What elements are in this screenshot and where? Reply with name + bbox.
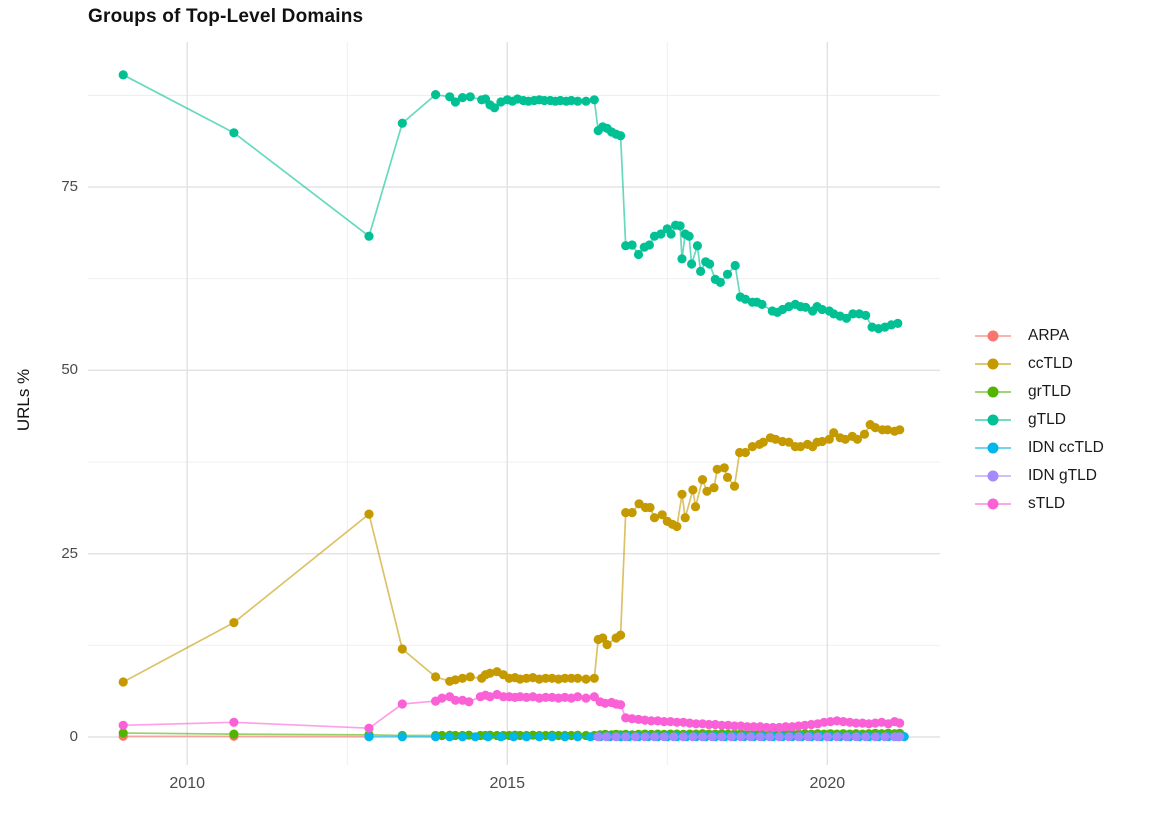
y-tick-label-0: 0 <box>69 727 78 745</box>
x-tick-label-2015: 2015 <box>489 775 526 792</box>
legend-item-cctld: ccTLD <box>975 350 1104 378</box>
series-gtld <box>118 70 903 334</box>
legend-key-icon-idn-cctld <box>975 442 1011 454</box>
legend-key-icon-gtld <box>975 414 1011 426</box>
legend-label-idn-cctld: IDN ccTLD <box>1028 439 1104 456</box>
series-points-gtld <box>118 70 903 334</box>
legend-key-icon-arpa <box>975 330 1011 342</box>
legend-key-icon-idn-gtld <box>975 470 1011 482</box>
series-cctld <box>118 420 905 687</box>
legend-label-gtld: gTLD <box>1028 411 1066 428</box>
series-stld <box>118 689 905 733</box>
legend-label-cctld: ccTLD <box>1028 355 1073 372</box>
series-points-idn-gtld <box>593 732 905 742</box>
legend-item-gtld: gTLD <box>975 406 1104 434</box>
gridlines-major <box>88 42 940 765</box>
legend-item-idn-cctld: IDN ccTLD <box>975 434 1104 462</box>
series-points-cctld <box>118 420 905 687</box>
legend-item-idn-gtld: IDN gTLD <box>975 462 1104 490</box>
x-tick-label-2020: 2020 <box>809 775 846 792</box>
legend-key-icon-stld <box>975 498 1011 510</box>
series-points-stld <box>118 689 905 733</box>
y-tick-label-75: 75 <box>61 178 78 196</box>
legend-key-icon-grtld <box>975 386 1011 398</box>
legend-label-grtld: grTLD <box>1028 383 1072 400</box>
legend-item-grtld: grTLD <box>975 378 1104 406</box>
legend-item-arpa: ARPA <box>975 322 1104 350</box>
legend-label-idn-gtld: IDN gTLD <box>1028 467 1097 484</box>
gridlines-minor <box>88 42 940 765</box>
series-idn-gtld <box>593 732 905 742</box>
legend-item-stld: sTLD <box>975 490 1104 518</box>
legend-label-stld: sTLD <box>1028 495 1066 512</box>
y-tick-label-25: 25 <box>61 544 78 562</box>
chart-title: Groups of Top-Level Domains <box>88 6 364 27</box>
series-line-gtld <box>122 74 898 330</box>
x-tick-label-2010: 2010 <box>169 775 205 792</box>
legend: ARPA ccTLD grTLD gTLD IDN ccTLD IDN gTLD sTLD <box>975 322 1104 518</box>
legend-label-arpa: ARPA <box>1028 327 1070 344</box>
legend-key-icon-cctld <box>975 358 1011 370</box>
y-tick-label-50: 50 <box>61 361 78 379</box>
